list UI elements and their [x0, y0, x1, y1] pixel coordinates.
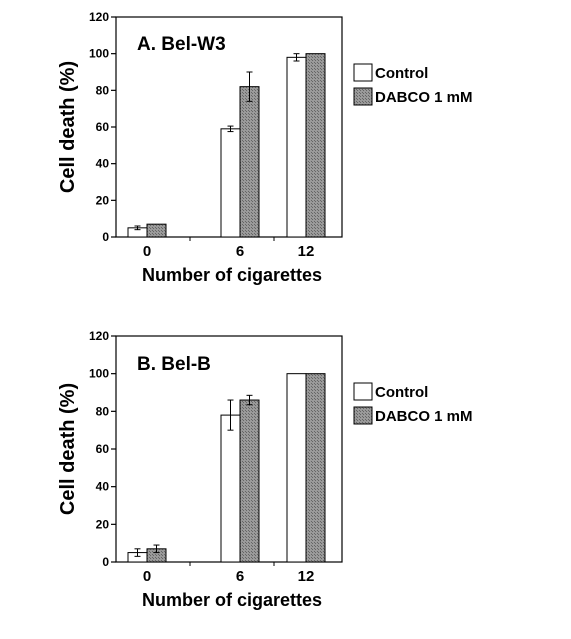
- error-bar: [293, 53, 300, 62]
- y-tick-label: 0: [102, 555, 109, 569]
- error-bar: [134, 225, 141, 231]
- legend: Control DABCO 1 mM: [353, 382, 473, 425]
- bar-dabco-6: [239, 86, 260, 238]
- y-tick-label: 100: [89, 47, 109, 61]
- legend-label-control: Control: [375, 384, 428, 401]
- bar-dabco-12: [305, 373, 326, 563]
- legend: Control DABCO 1 mM: [353, 63, 473, 106]
- bar-control-6: [220, 414, 241, 563]
- y-tick-label: 0: [102, 230, 109, 244]
- x-tick-label: 12: [298, 243, 315, 260]
- y-tick-label: 120: [89, 10, 109, 24]
- y-axis-title: Cell death (%): [57, 61, 79, 193]
- bar-dabco-0: [146, 223, 167, 238]
- chart-panel-1: 0 20 40 60 80 100 120 0 6 12 Number of cigarettes C…: [57, 10, 473, 285]
- y-tick-label: 120: [89, 329, 109, 343]
- y-tick-label: 80: [96, 83, 110, 97]
- legend-swatch-dabco: [353, 406, 373, 425]
- error-bar: [134, 548, 141, 557]
- bar-dabco-12: [305, 53, 326, 238]
- legend-swatch-dabco: [353, 87, 373, 106]
- y-tick-label: 80: [96, 404, 110, 418]
- x-axis-title: Number of cigarettes: [142, 265, 322, 285]
- error-bar: [153, 544, 160, 554]
- y-tick-label: 60: [96, 442, 110, 456]
- x-axis-title: Number of cigarettes: [142, 590, 322, 610]
- y-tick-label: 20: [96, 517, 110, 531]
- x-tick-label: 0: [143, 568, 151, 585]
- x-tick-label: 12: [298, 568, 315, 585]
- error-bar: [227, 125, 234, 133]
- legend-swatch-control: [353, 63, 373, 82]
- bar-control-12: [286, 56, 307, 238]
- bar-control-6: [220, 128, 241, 238]
- x-tick-label: 6: [236, 243, 244, 260]
- error-bar: [246, 71, 253, 102]
- x-tick-label: 0: [143, 243, 151, 260]
- legend-label-dabco: DABCO 1 mM: [375, 89, 473, 106]
- panel-title: A. Bel-W3: [137, 34, 226, 55]
- y-tick-label: 40: [96, 157, 110, 171]
- bar-control-12: [286, 373, 307, 563]
- chart-panel-2: 0 20 40 60 80 100 120 0 6 12 Number of cigarettes C…: [57, 329, 473, 610]
- y-tick-label: 100: [89, 367, 109, 381]
- bar-dabco-6: [239, 399, 260, 563]
- error-bar: [246, 394, 253, 406]
- y-tick-label: 20: [96, 193, 110, 207]
- panel-title: B. Bel-B: [137, 354, 211, 375]
- legend-swatch-control: [353, 382, 373, 401]
- y-axis-title: Cell death (%): [57, 383, 79, 515]
- y-tick-label: 60: [96, 120, 110, 134]
- legend-label-control: Control: [375, 65, 428, 82]
- error-bar: [227, 399, 234, 431]
- legend-label-dabco: DABCO 1 mM: [375, 408, 473, 425]
- y-tick-label: 40: [96, 480, 110, 494]
- x-tick-label: 6: [236, 568, 244, 585]
